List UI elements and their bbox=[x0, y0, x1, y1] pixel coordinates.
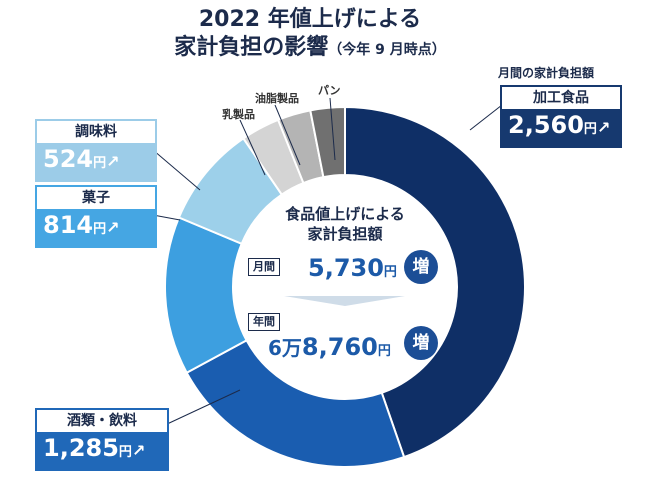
label-seasoning-name: 調味料 bbox=[37, 121, 155, 143]
leader-lines bbox=[152, 97, 503, 426]
label-sweets: 菓子 814円↗ bbox=[35, 185, 157, 248]
donut-slices bbox=[164, 105, 526, 468]
up-arrow-icon: ↗ bbox=[596, 118, 611, 137]
chart-title: 2022 年値上げによる 家計負担の影響（今年 9 月時点） bbox=[150, 6, 470, 64]
label-drinks-name: 酒類・飲料 bbox=[37, 410, 167, 432]
label-sweets-name: 菓子 bbox=[37, 187, 155, 209]
chart-title-sub: （今年 9 月時点） bbox=[328, 42, 446, 58]
label-seasoning-value: 524 bbox=[43, 145, 94, 173]
label-processed-unit: 円 bbox=[583, 122, 597, 137]
label-drinks-value: 1,285 bbox=[43, 434, 119, 462]
label-processed-name: 加工食品 bbox=[502, 87, 620, 109]
monthly-label: 月間 bbox=[248, 258, 280, 276]
label-dairy: 乳製品 bbox=[222, 108, 255, 121]
label-drinks: 酒類・飲料 1,285円↗ bbox=[35, 408, 169, 471]
yearly-amount: 6万8,760円 bbox=[268, 332, 391, 361]
leader-sweets bbox=[152, 214, 181, 221]
label-seasoning-value-box: 524円↗ bbox=[37, 143, 155, 180]
monthly-burden-note: 月間の家計負担額 bbox=[498, 66, 595, 80]
monthly-unit: 円 bbox=[383, 265, 397, 280]
slice-processed bbox=[344, 105, 526, 459]
label-processed-value: 2,560 bbox=[508, 111, 584, 139]
chart-title-line1: 2022 年値上げによる bbox=[198, 7, 422, 32]
leader-drinks bbox=[164, 389, 241, 426]
yearly-unit: 円 bbox=[377, 344, 391, 359]
label-processed: 加工食品 2,560円↗ bbox=[500, 85, 622, 148]
label-drinks-value-box: 1,285円↗ bbox=[37, 432, 167, 469]
label-oils: 油脂製品 bbox=[255, 92, 299, 105]
chart-title-main: 家計負担の影響 bbox=[174, 35, 329, 60]
center-arrow-shape bbox=[284, 296, 405, 306]
label-bread: パン bbox=[318, 84, 341, 97]
monthly-amount: 5,730円 bbox=[308, 254, 397, 282]
slice-drinks bbox=[185, 338, 406, 468]
label-seasoning-unit: 円 bbox=[93, 156, 107, 171]
yearly-increase-badge: 増 bbox=[404, 326, 438, 360]
label-drinks-unit: 円 bbox=[118, 445, 132, 460]
leader-seasoning bbox=[152, 149, 201, 191]
monthly-increase-badge: 増 bbox=[404, 250, 438, 284]
center-title: 食品値上げによる 家計負担額 bbox=[270, 204, 420, 244]
up-arrow-icon: ↗ bbox=[106, 218, 120, 237]
label-processed-value-box: 2,560円↗ bbox=[502, 109, 620, 146]
yearly-label: 年間 bbox=[248, 313, 280, 331]
up-arrow-icon: ↗ bbox=[106, 152, 120, 171]
label-sweets-value-box: 814円↗ bbox=[37, 209, 155, 246]
center-title-line1: 食品値上げによる bbox=[285, 205, 405, 223]
slice-bread bbox=[309, 105, 346, 179]
label-seasoning: 調味料 524円↗ bbox=[35, 119, 157, 182]
yearly-prefix: 6万 bbox=[268, 336, 302, 360]
monthly-value: 5,730 bbox=[308, 254, 384, 282]
label-sweets-value: 814 bbox=[43, 211, 94, 239]
center-title-line2: 家計負担額 bbox=[307, 225, 383, 243]
leader-bread bbox=[329, 97, 336, 161]
leader-dairy bbox=[239, 119, 266, 176]
label-sweets-unit: 円 bbox=[93, 222, 107, 237]
yearly-value: 8,760 bbox=[301, 333, 378, 361]
leader-processed bbox=[469, 104, 503, 131]
chart-title-line2: 家計負担の影響（今年 9 月時点） bbox=[150, 34, 470, 64]
up-arrow-icon: ↗ bbox=[131, 441, 146, 460]
leader-oils bbox=[274, 104, 301, 166]
